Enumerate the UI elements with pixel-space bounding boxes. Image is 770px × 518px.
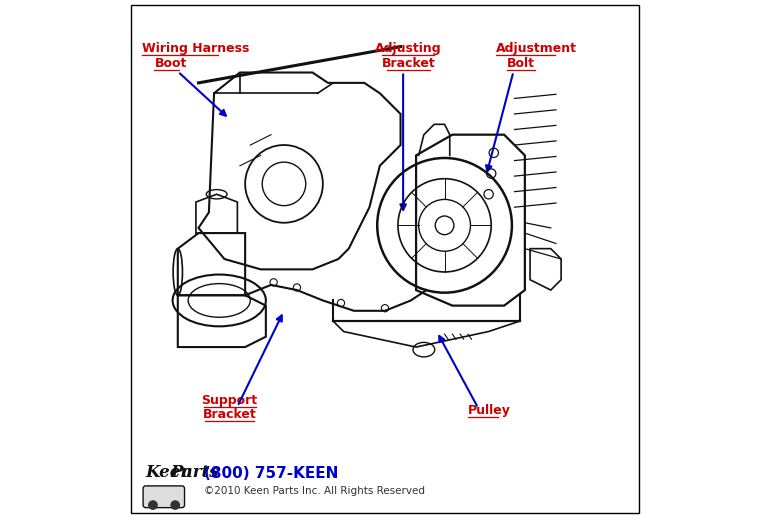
- Text: Adjusting: Adjusting: [375, 42, 442, 55]
- Text: Support: Support: [202, 394, 258, 407]
- Text: Pulley: Pulley: [468, 404, 511, 417]
- Text: Keen: Keen: [146, 464, 193, 481]
- Circle shape: [149, 501, 157, 509]
- Circle shape: [171, 501, 179, 509]
- Text: Wiring Harness: Wiring Harness: [142, 42, 249, 55]
- FancyBboxPatch shape: [143, 486, 185, 508]
- Text: Parts: Parts: [170, 464, 219, 481]
- Text: Adjustment: Adjustment: [497, 42, 578, 55]
- Text: Bracket: Bracket: [381, 57, 435, 70]
- Text: Boot: Boot: [155, 57, 187, 70]
- Text: (800) 757-KEEN: (800) 757-KEEN: [204, 466, 338, 481]
- Text: Bracket: Bracket: [203, 408, 256, 421]
- Text: Bolt: Bolt: [507, 57, 534, 70]
- Text: ©2010 Keen Parts Inc. All Rights Reserved: ©2010 Keen Parts Inc. All Rights Reserve…: [204, 486, 425, 496]
